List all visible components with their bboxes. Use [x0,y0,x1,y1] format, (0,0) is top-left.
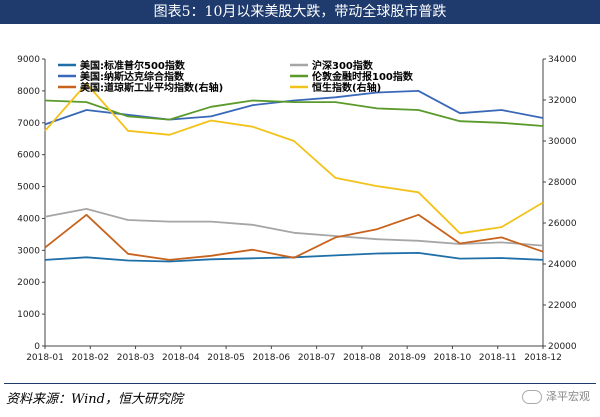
y-right-tick-label: 26000 [548,219,577,229]
y-right-tick-label: 24000 [548,260,577,270]
x-tick-label: 2018-05 [207,353,245,363]
x-tick-label: 2018-01 [26,353,64,363]
y-right-tick-label: 34000 [548,55,577,65]
y-right-tick-label: 22000 [548,301,577,311]
x-tick-label: 2018-02 [71,353,109,363]
x-tick-label: 2018-09 [388,353,426,363]
x-tick-label: 2018-12 [524,353,562,363]
source-note: 资料来源：Wind，恒大研究院 [6,392,183,407]
y-left-tick-label: 0 [34,342,40,352]
legend-label: 美国:标准普尔500指数 [80,59,186,72]
legend-label: 美国:纳斯达克综合指数 [80,70,185,83]
legend-label: 恒生指数(右轴) [312,81,381,94]
x-tick-label: 2018-11 [479,353,517,363]
y-left-tick-label: 4000 [17,214,40,224]
x-tick-label: 2018-03 [117,353,155,363]
x-tick-label: 2018-04 [162,353,200,363]
chart-svg: 0 1000 2000 3000 4000 5000 6000 7000 8000 9000 200… [17,55,577,363]
watermark-text: 泽平宏观 [546,390,590,403]
chart-series [44,82,544,263]
chart-axes: 0 1000 2000 3000 4000 5000 6000 7000 8000 9000 200… [17,55,577,363]
y-left-tick-label: 9000 [17,55,40,65]
legend-label: 伦敦金融时报100指数 [312,70,414,83]
y-left-tick-label: 7000 [17,119,40,129]
y-left-tick-label: 5000 [17,183,40,193]
y-right-tick-label: 30000 [548,137,577,147]
wechat-icon [522,390,542,404]
x-tick-label: 2018-10 [434,353,472,363]
y-right-tick-label: 32000 [548,96,577,106]
series-line [44,213,544,261]
y-right-tick-label: 28000 [548,178,577,188]
chart-title: 图表5：10月以来美股大跌，带动全球股市普跌 [0,0,600,24]
watermark: 泽平宏观 [522,388,590,404]
series-line [44,99,544,127]
footer-divider [4,383,596,384]
y-left-tick-label: 8000 [17,87,40,97]
y-right-tick-label: 20000 [548,342,577,352]
x-tick-label: 2018-08 [343,353,381,363]
series-line [44,207,544,247]
y-left-tick-label: 6000 [17,151,40,161]
legend-label: 美国:道琼斯工业平均指数(右轴) [80,81,223,94]
series-line [44,82,544,235]
x-tick-label: 2018-06 [253,353,291,363]
y-left-tick-label: 2000 [17,278,40,288]
y-left-tick-label: 1000 [17,310,40,320]
x-tick-label: 2018-07 [298,353,336,363]
series-line [44,90,544,126]
legend-label: 沪深300指数 [312,59,374,72]
y-left-tick-label: 3000 [17,246,40,256]
